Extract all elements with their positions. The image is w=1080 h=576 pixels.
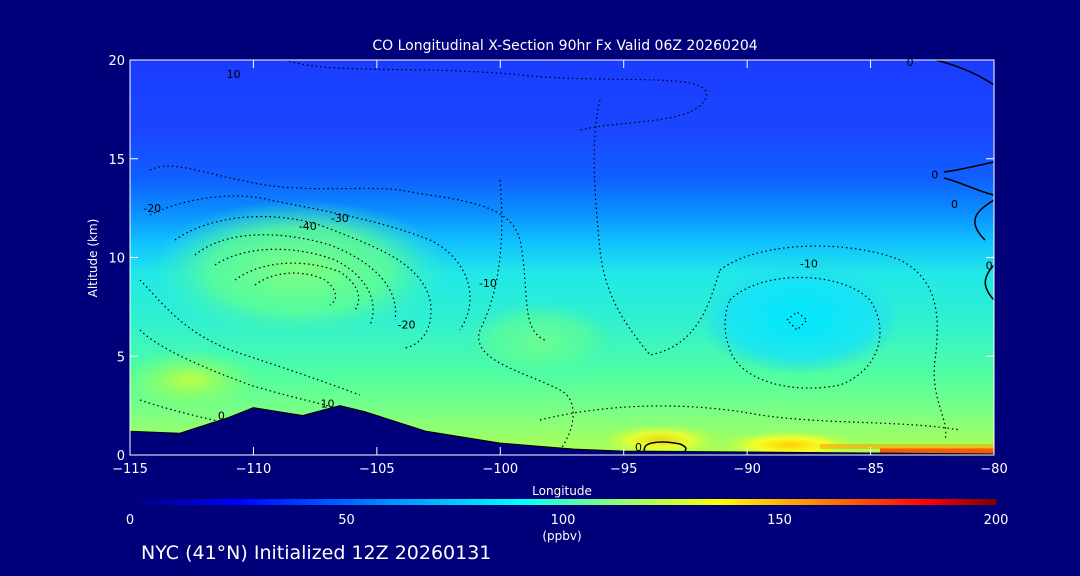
y-tick-label: 0 bbox=[117, 449, 125, 464]
colorbar-gradient bbox=[130, 499, 996, 505]
footer-caption: NYC (41°N) Initialized 12Z 20260131 bbox=[141, 542, 492, 564]
contour-label: -40 bbox=[299, 220, 317, 233]
contour-label: -20 bbox=[397, 319, 415, 332]
y-tick-label: 10 bbox=[108, 252, 125, 267]
contour-label: 10 bbox=[227, 68, 241, 81]
x-tick-label: −90 bbox=[733, 462, 760, 477]
contour-label: -10 bbox=[479, 277, 497, 290]
colorbar-tick-label: 150 bbox=[767, 513, 792, 528]
y-tick-label: 20 bbox=[108, 54, 125, 69]
co-field-surface-orange bbox=[820, 444, 994, 449]
y-tick-label: 5 bbox=[117, 350, 125, 365]
x-tick-label: −95 bbox=[610, 462, 637, 477]
contour-label: -10 bbox=[800, 257, 818, 270]
y-tick-label: 15 bbox=[108, 153, 125, 168]
co-field-surface-red bbox=[880, 448, 994, 455]
x-tick-label: −115 bbox=[112, 462, 148, 477]
x-tick-label: −105 bbox=[359, 462, 395, 477]
colorbar-tick-label: 0 bbox=[126, 513, 134, 528]
x-tick-label: −85 bbox=[857, 462, 884, 477]
contour-label: 0 bbox=[931, 169, 938, 182]
contour-label: 0 bbox=[986, 259, 993, 272]
contour-label: 10 bbox=[320, 398, 334, 411]
co-field-surface-max-central bbox=[600, 424, 720, 455]
co-field-midlevel-band bbox=[460, 300, 620, 380]
y-axis: 0 5 10 15 20 bbox=[108, 54, 994, 464]
colorbar-tick-label: 100 bbox=[551, 513, 576, 528]
colorbar-tick-label: 50 bbox=[338, 513, 355, 528]
contour-label: 0 bbox=[218, 409, 225, 422]
colorbar-ticks: 0 50 100 150 200 bbox=[126, 513, 1009, 528]
co-field-green-west bbox=[130, 350, 260, 410]
colorbar: 0 50 100 150 200 (ppbv) bbox=[126, 499, 1009, 543]
contour-labels: 10 -20 -30 -40 -10 -20 10 0 0 -10 0 0 0 0 bbox=[143, 56, 992, 454]
x-tick-label: −80 bbox=[980, 462, 1007, 477]
co-field-western-plume bbox=[150, 200, 450, 340]
contour-label: -20 bbox=[143, 202, 161, 215]
plot-area bbox=[130, 60, 994, 455]
x-tick-label: −100 bbox=[482, 462, 518, 477]
contour-label: 0 bbox=[635, 441, 642, 454]
x-tick-label: −110 bbox=[236, 462, 272, 477]
x-axis: −115 −110 −105 −100 −95 −90 −85 −80 bbox=[112, 60, 1008, 477]
co-field-eastern-low bbox=[700, 265, 900, 375]
contour-lines bbox=[139, 60, 961, 451]
x-axis-label: Longitude bbox=[532, 484, 592, 498]
contour-label: -30 bbox=[331, 212, 349, 225]
terrain bbox=[130, 405, 994, 455]
y-axis-label: Altitude (km) bbox=[86, 219, 100, 298]
co-field-surface-max bbox=[720, 431, 860, 455]
colorbar-tick-label: 200 bbox=[984, 513, 1009, 528]
contour-label: 0 bbox=[951, 198, 958, 211]
contour-label: 0 bbox=[907, 56, 914, 69]
colorbar-label: (ppbv) bbox=[542, 529, 581, 543]
chart-title: CO Longitudinal X-Section 90hr Fx Valid … bbox=[372, 38, 757, 54]
